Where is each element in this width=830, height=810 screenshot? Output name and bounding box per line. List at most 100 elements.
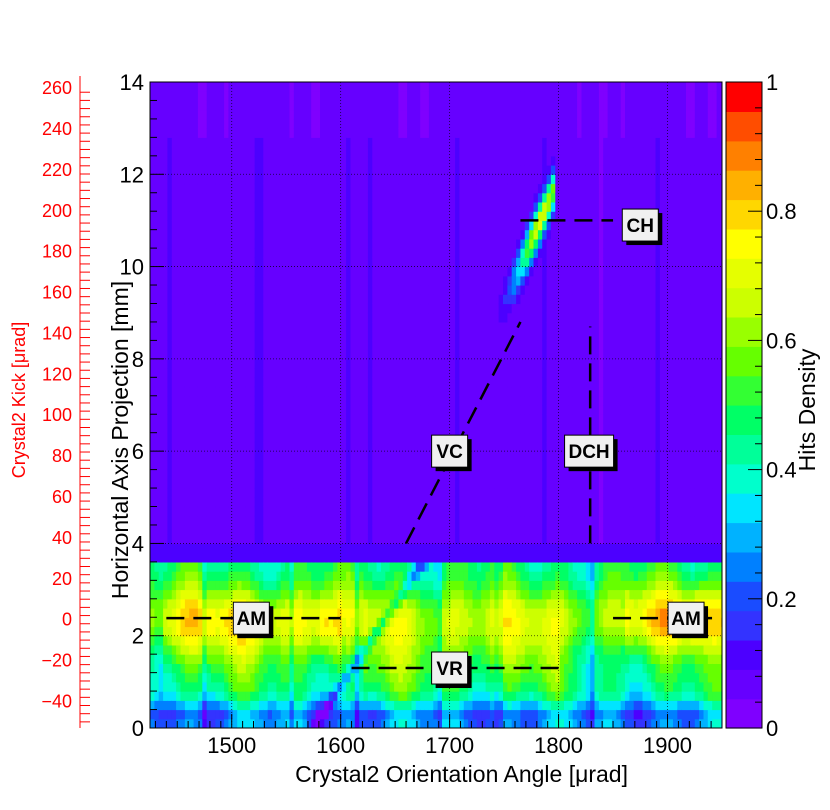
heat-cell	[167, 368, 173, 378]
heat-cell	[328, 183, 334, 194]
heat-cell	[333, 91, 338, 101]
heat-cell	[302, 644, 308, 655]
heat-cell	[415, 312, 421, 323]
heat-cell	[437, 718, 443, 728]
heat-cell	[363, 460, 369, 471]
heat-cell	[411, 395, 417, 406]
heat-cell	[298, 146, 304, 157]
heat-cell	[437, 331, 443, 341]
heat-cell	[176, 598, 182, 609]
heat-cell	[320, 183, 325, 194]
heat-cell	[163, 626, 169, 637]
heat-cell	[285, 654, 291, 664]
heat-cell	[306, 220, 312, 231]
heat-cell	[367, 266, 373, 277]
heat-cell	[215, 515, 221, 526]
heat-cell	[298, 598, 304, 609]
heat-cell	[298, 266, 304, 277]
heat-cell	[398, 626, 404, 637]
heat-cell	[215, 294, 221, 305]
heat-cell	[350, 229, 356, 240]
heat-cell	[285, 478, 291, 489]
heat-cell	[158, 211, 164, 221]
heat-cell	[250, 386, 256, 397]
heat-cell	[415, 644, 421, 655]
heat-cell	[289, 460, 295, 471]
heat-cell	[354, 109, 360, 120]
heat-cell	[197, 146, 203, 157]
heat-cell	[354, 395, 360, 406]
heat-cell	[267, 248, 273, 258]
heat-cell	[250, 321, 256, 332]
heat-cell	[215, 137, 221, 148]
heat-cell	[385, 183, 391, 194]
heat-cell	[424, 82, 430, 83]
heat-cell	[150, 220, 155, 231]
heat-cell	[206, 700, 212, 711]
heat-cell	[315, 100, 321, 111]
heat-cell	[428, 91, 434, 101]
heat-cell	[354, 192, 360, 203]
heat-cell	[189, 368, 195, 378]
heat-cell	[272, 405, 277, 415]
heat-cell	[359, 358, 365, 369]
heat-cell	[272, 358, 277, 369]
heat-cell	[272, 460, 277, 471]
heat-cell	[219, 202, 225, 212]
heat-cell	[411, 349, 417, 360]
heat-cell	[215, 691, 221, 701]
heat-cell	[197, 534, 203, 544]
heat-cell	[394, 608, 400, 618]
heat-cell	[420, 312, 426, 323]
heat-cell	[150, 183, 155, 194]
heat-cell	[359, 368, 365, 378]
heat-cell	[167, 451, 173, 461]
heat-cell	[359, 128, 365, 138]
heat-cell	[154, 183, 160, 194]
heat-cell	[154, 386, 160, 397]
heat-cell	[224, 312, 230, 323]
heat-cell	[280, 663, 286, 674]
heat-cell	[389, 589, 395, 600]
heat-cell	[237, 238, 243, 249]
heat-cell	[437, 478, 443, 489]
heat-cell	[272, 709, 277, 720]
heat-cell	[197, 82, 203, 83]
heat-cell	[420, 266, 426, 277]
heat-cell	[272, 395, 277, 406]
heat-cell	[219, 192, 225, 203]
heat-cell	[163, 368, 169, 378]
heat-cell	[311, 266, 317, 277]
heat-cell	[446, 525, 452, 535]
heat-cell	[411, 626, 417, 637]
heat-cell	[285, 571, 291, 581]
heat-cell	[428, 174, 434, 185]
heat-cell	[376, 91, 382, 101]
heat-cell	[354, 414, 360, 424]
heat-cell	[437, 358, 443, 369]
heat-cell	[407, 146, 413, 157]
heat-cell	[154, 441, 160, 452]
heat-cell	[411, 718, 417, 728]
heat-cell	[420, 358, 426, 369]
heat-cell	[206, 617, 212, 628]
heat-cell	[376, 211, 382, 221]
heat-cell	[450, 202, 456, 212]
heat-cell	[263, 183, 269, 194]
heat-cell	[211, 469, 216, 480]
heat-cell	[150, 294, 155, 305]
heat-cell	[197, 294, 203, 305]
heat-cell	[215, 368, 221, 378]
heat-cell	[428, 580, 434, 591]
heat-cell	[267, 386, 273, 397]
heat-cell	[280, 137, 286, 148]
heat-cell	[311, 118, 317, 129]
heat-cell	[276, 432, 282, 443]
heat-cell	[302, 248, 308, 258]
heat-cell	[298, 174, 304, 185]
heat-cell	[381, 414, 386, 424]
heat-cell	[206, 709, 212, 720]
heat-cell	[324, 589, 330, 600]
heat-cell	[398, 515, 404, 526]
heat-cell	[232, 534, 238, 544]
